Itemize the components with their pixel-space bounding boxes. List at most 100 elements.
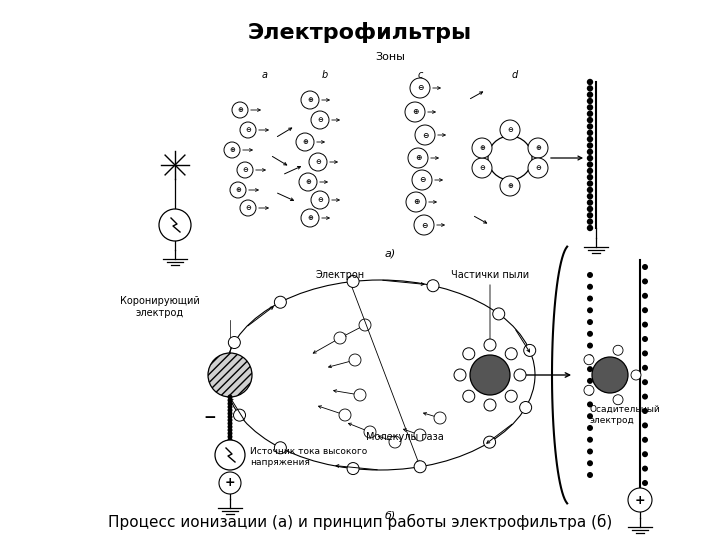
- Circle shape: [219, 472, 241, 494]
- Circle shape: [642, 394, 648, 400]
- Circle shape: [587, 111, 593, 117]
- Circle shape: [642, 379, 648, 385]
- Circle shape: [347, 275, 359, 287]
- Circle shape: [228, 424, 233, 429]
- Circle shape: [301, 209, 319, 227]
- Circle shape: [587, 425, 593, 431]
- Text: ⊖: ⊖: [315, 159, 321, 165]
- Circle shape: [354, 389, 366, 401]
- Text: ⊖: ⊖: [317, 197, 323, 203]
- Text: ⊕: ⊕: [479, 145, 485, 151]
- Circle shape: [470, 355, 510, 395]
- Circle shape: [311, 191, 329, 209]
- Circle shape: [224, 142, 240, 158]
- Circle shape: [587, 85, 593, 92]
- Circle shape: [642, 465, 648, 471]
- Circle shape: [587, 206, 593, 212]
- Text: ⊖: ⊖: [535, 165, 541, 171]
- Circle shape: [587, 142, 593, 149]
- Circle shape: [642, 350, 648, 356]
- Circle shape: [642, 437, 648, 443]
- Text: ⊖: ⊖: [479, 165, 485, 171]
- Circle shape: [587, 284, 593, 290]
- Text: ⊕: ⊕: [237, 107, 243, 113]
- Text: a: a: [262, 70, 268, 80]
- Circle shape: [334, 332, 346, 344]
- Circle shape: [587, 91, 593, 98]
- Circle shape: [587, 174, 593, 180]
- Circle shape: [613, 345, 623, 355]
- Text: Коронирующий
электрод: Коронирующий электрод: [120, 296, 200, 318]
- Circle shape: [484, 339, 496, 351]
- Circle shape: [349, 354, 361, 366]
- Text: Осадительный
электрод: Осадительный электрод: [590, 406, 661, 424]
- Circle shape: [587, 161, 593, 168]
- Circle shape: [484, 399, 496, 411]
- Text: Молекулы газа: Молекулы газа: [366, 432, 444, 442]
- Text: ⊕: ⊕: [507, 183, 513, 189]
- Circle shape: [228, 437, 233, 442]
- Circle shape: [412, 170, 432, 190]
- Circle shape: [587, 437, 593, 443]
- Circle shape: [228, 421, 233, 426]
- Circle shape: [414, 215, 434, 235]
- Circle shape: [523, 345, 536, 356]
- Text: Процесс ионизации (а) и принцип работы электрофильтра (б): Процесс ионизации (а) и принцип работы э…: [108, 514, 612, 530]
- Text: ⊕: ⊕: [302, 139, 308, 145]
- Circle shape: [587, 180, 593, 187]
- Circle shape: [587, 413, 593, 419]
- Circle shape: [463, 348, 474, 360]
- Circle shape: [587, 225, 593, 231]
- Circle shape: [240, 122, 256, 138]
- Circle shape: [274, 296, 287, 308]
- Circle shape: [587, 219, 593, 225]
- Circle shape: [228, 428, 233, 433]
- Text: ⊕: ⊕: [535, 145, 541, 151]
- Text: ⊕: ⊕: [229, 147, 235, 153]
- Circle shape: [410, 78, 430, 98]
- Circle shape: [587, 366, 593, 372]
- Circle shape: [228, 417, 233, 423]
- Circle shape: [159, 209, 191, 241]
- Circle shape: [587, 212, 593, 219]
- Circle shape: [587, 130, 593, 136]
- Circle shape: [642, 307, 648, 313]
- Circle shape: [642, 408, 648, 414]
- Circle shape: [587, 272, 593, 278]
- Circle shape: [592, 357, 628, 393]
- Circle shape: [405, 102, 425, 122]
- Text: c: c: [418, 70, 423, 80]
- Text: ⊖: ⊖: [317, 117, 323, 123]
- Circle shape: [347, 463, 359, 475]
- Circle shape: [613, 395, 623, 404]
- Circle shape: [415, 125, 435, 145]
- Text: ⊕: ⊕: [305, 179, 311, 185]
- Text: ⊖: ⊖: [242, 167, 248, 173]
- Circle shape: [427, 280, 439, 292]
- Text: +: +: [225, 476, 235, 489]
- Text: b: b: [322, 70, 328, 80]
- Circle shape: [484, 436, 495, 448]
- Circle shape: [587, 390, 593, 396]
- Circle shape: [454, 369, 466, 381]
- Circle shape: [208, 353, 252, 397]
- Text: Зоны: Зоны: [375, 52, 405, 62]
- Text: d: d: [512, 70, 518, 80]
- Circle shape: [339, 409, 351, 421]
- Circle shape: [472, 138, 492, 158]
- Circle shape: [232, 102, 248, 118]
- Text: б): б): [384, 510, 395, 520]
- Circle shape: [587, 104, 593, 111]
- Circle shape: [414, 429, 426, 441]
- Text: ⊖: ⊖: [420, 220, 427, 230]
- Circle shape: [228, 411, 233, 416]
- Circle shape: [463, 390, 474, 402]
- Text: ⊕: ⊕: [235, 187, 241, 193]
- Circle shape: [587, 342, 593, 349]
- Text: ⊖: ⊖: [507, 127, 513, 133]
- Text: а): а): [384, 248, 395, 258]
- Circle shape: [642, 293, 648, 299]
- Circle shape: [528, 138, 548, 158]
- Circle shape: [505, 390, 517, 402]
- Circle shape: [228, 434, 233, 439]
